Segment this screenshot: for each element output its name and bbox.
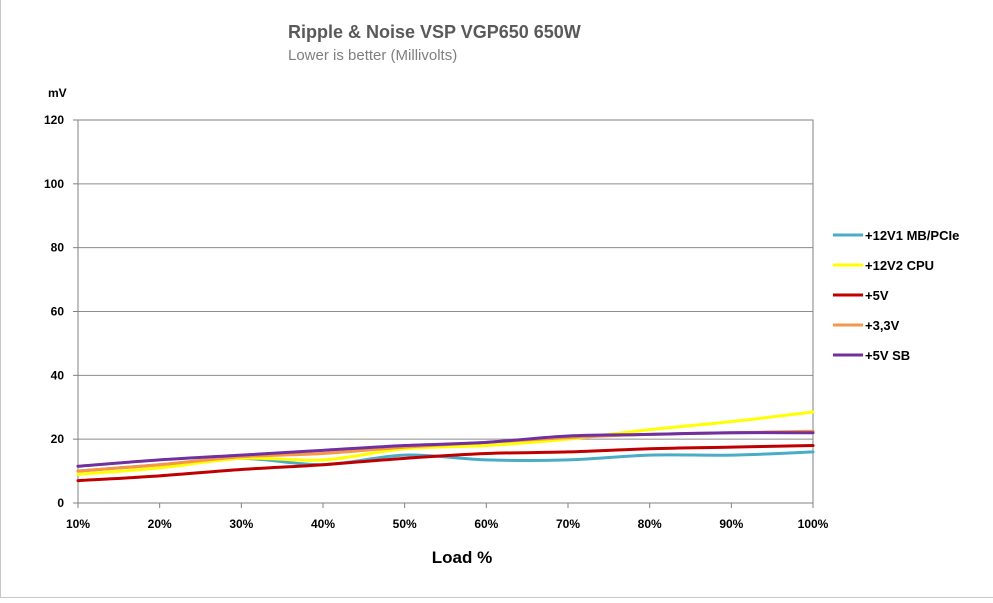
chart-title: Ripple & Noise VSP VGP650 650W bbox=[288, 22, 581, 42]
gridlines bbox=[77, 119, 814, 504]
legend-label: +3,3V bbox=[865, 318, 900, 333]
legend-label: +5V bbox=[865, 288, 889, 303]
x-tick-label: 10% bbox=[66, 517, 90, 531]
y-tick-label: 20 bbox=[51, 432, 65, 446]
x-tick-label: 90% bbox=[719, 517, 743, 531]
x-axis-label: Load % bbox=[432, 548, 492, 567]
x-tick-label: 70% bbox=[556, 517, 580, 531]
chart-subtitle: Lower is better (Millivolts) bbox=[288, 47, 457, 64]
series-line-2 bbox=[76, 444, 815, 483]
x-tick-label: 100% bbox=[798, 517, 829, 531]
y-tick-label: 60 bbox=[51, 305, 65, 319]
y-axis-unit-label: mV bbox=[48, 86, 67, 100]
x-tick-label: 60% bbox=[474, 517, 498, 531]
x-tick-label: 80% bbox=[638, 517, 662, 531]
y-tick-label: 120 bbox=[44, 113, 64, 127]
series-lines bbox=[76, 410, 815, 483]
y-tick-label: 0 bbox=[57, 496, 64, 510]
x-axis-ticks: 10% 20% 30% 40% 50% 60% 70% 80% 90% 100% bbox=[66, 503, 829, 531]
watermark-text: PCMAG.VN bbox=[873, 566, 979, 587]
x-tick-label: 20% bbox=[148, 517, 172, 531]
series-line-1 bbox=[76, 410, 815, 476]
x-tick-label: 40% bbox=[311, 517, 335, 531]
y-tick-label: 100 bbox=[44, 177, 64, 191]
legend-label: +12V1 MB/PCIe bbox=[865, 228, 959, 243]
y-tick-label: 80 bbox=[51, 241, 65, 255]
x-tick-label: 50% bbox=[393, 517, 417, 531]
series-line-4 bbox=[76, 431, 815, 468]
legend: +12V1 MB/PCIe +12V2 CPU +5V +3,3V +5V SB bbox=[833, 228, 959, 363]
legend-label: +5V SB bbox=[865, 348, 910, 363]
x-tick-label: 30% bbox=[229, 517, 253, 531]
legend-label: +12V2 CPU bbox=[865, 258, 934, 273]
y-axis-ticks: 0 20 40 60 80 100 120 bbox=[44, 113, 78, 510]
y-tick-label: 40 bbox=[51, 368, 65, 382]
